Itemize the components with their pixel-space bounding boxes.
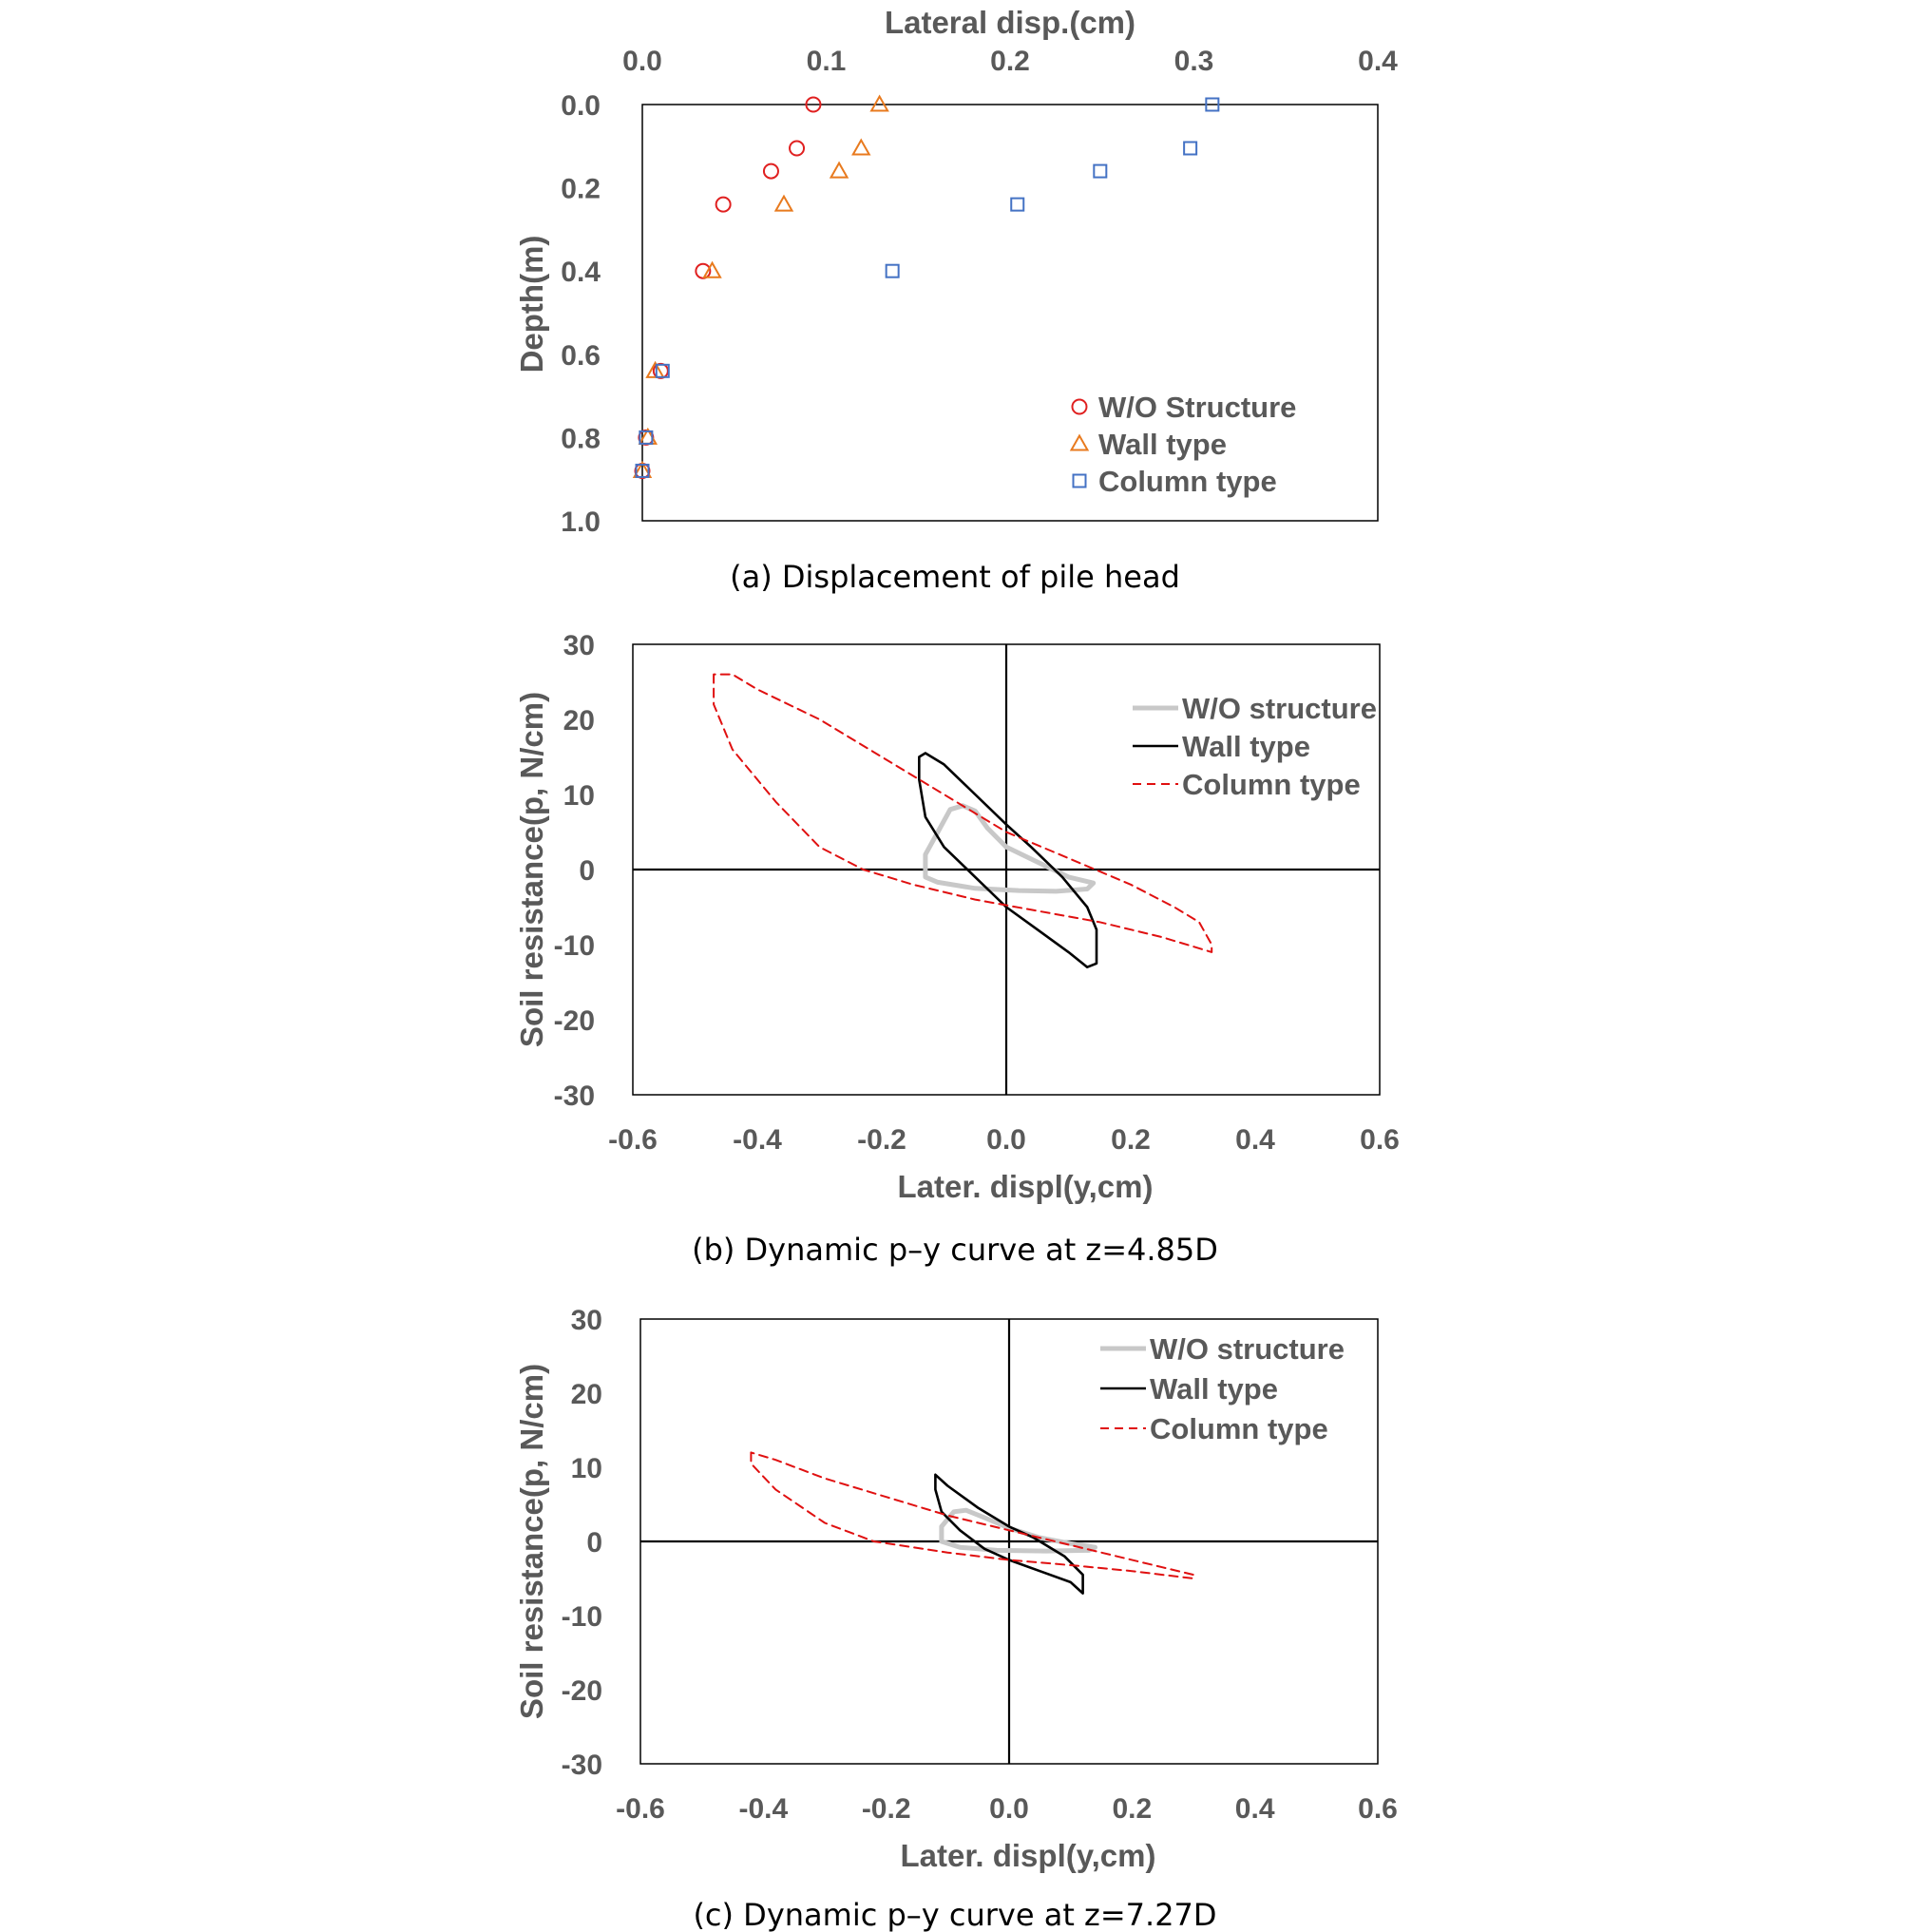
series-curve (939, 1507, 1097, 1554)
legend-label: W/O structure (1150, 1332, 1345, 1366)
data-point (1071, 398, 1088, 415)
x-tick-label: 0.3 (1174, 46, 1214, 77)
y-tick-label: 20 (563, 705, 595, 736)
x-tick-label: -0.6 (608, 1124, 658, 1156)
legend-label: W/O Structure (1098, 391, 1296, 424)
x-tick-label: 0.0 (989, 1793, 1029, 1825)
y-tick-label: 10 (563, 780, 595, 812)
data-point (851, 138, 871, 156)
y-axis-label: Depth(m) (514, 236, 549, 373)
series-circle (634, 96, 822, 479)
x-tick-label: -0.4 (738, 1793, 788, 1825)
x-tick-label: 0.1 (807, 46, 847, 77)
x-tick-label: 0.6 (1358, 1793, 1398, 1825)
y-axis-label: Soil resistance(p, N/cm) (514, 1364, 549, 1719)
legend-label: W/O structure (1182, 692, 1377, 725)
data-point (702, 260, 722, 278)
x-tick-label: 0.0 (622, 46, 662, 77)
series-curve (923, 803, 1097, 894)
y-tick-label: 10 (571, 1453, 602, 1484)
data-point (773, 194, 794, 212)
y-tick-label: 1.0 (561, 507, 601, 538)
y-tick-label: -10 (562, 1601, 602, 1633)
legend-label: Column type (1182, 768, 1361, 801)
x-tick-label: 0.2 (1111, 1124, 1151, 1156)
x-tick-label: 0.2 (990, 46, 1030, 77)
y-tick-label: -10 (554, 930, 595, 962)
data-point (1069, 433, 1090, 451)
data-point (715, 196, 732, 213)
data-point (805, 96, 822, 113)
panel-caption: (c) Dynamic p–y curve at z=7.27D (693, 1897, 1216, 1932)
panel-c-py-curve-chart: -0.6 -0.4 -0.2 0.0 0.2 0.4 0.6 30 20 10 0 -10 -20 -30… (514, 1305, 1398, 1932)
data-point (639, 430, 654, 445)
series-curve (750, 1451, 1194, 1579)
y-tick-label: 30 (571, 1305, 602, 1336)
y-tick-label: 30 (563, 630, 595, 661)
x-tick-label: 0.4 (1358, 46, 1398, 77)
x-tick-label: -0.6 (616, 1793, 665, 1825)
data-point (885, 263, 900, 278)
x-tick-label: 0.4 (1235, 1124, 1275, 1156)
x-tick-label: 0.0 (986, 1124, 1026, 1156)
legend-label: Column type (1098, 465, 1277, 498)
panel-caption: (a) Displacement of pile head (730, 559, 1180, 595)
y-axis-label: Soil resistance(p, N/cm) (514, 692, 549, 1047)
legend-label: Wall type (1098, 428, 1227, 461)
y-tick-label: 20 (571, 1379, 602, 1410)
series-square (635, 97, 1220, 478)
data-point (655, 363, 670, 378)
series-curve (934, 1473, 1084, 1595)
y-tick-label: 0.0 (561, 90, 601, 122)
data-point (1205, 97, 1220, 112)
series-curve (918, 752, 1098, 968)
y-tick-label: -30 (554, 1081, 595, 1112)
x-tick-label: 0.6 (1360, 1124, 1400, 1156)
data-point (645, 360, 665, 378)
series-curve (713, 673, 1213, 953)
data-point (869, 94, 889, 112)
x-axis-label: Later. displ(y,cm) (898, 1169, 1154, 1204)
panel-a-depth-displacement-chart: 0.0 0.1 0.2 0.3 0.4 0.0 0.2 0.4 0.6 0.8 1.0 Lateral… (514, 5, 1398, 595)
y-tick-label: -20 (562, 1675, 602, 1707)
data-point (789, 140, 806, 157)
x-axis-label: Later. displ(y,cm) (901, 1838, 1156, 1873)
y-tick-label: -20 (554, 1005, 595, 1037)
legend-label: Wall type (1182, 730, 1310, 763)
plot-area-frame (641, 104, 1379, 522)
y-tick-label: -30 (562, 1750, 602, 1781)
x-tick-label: -0.2 (857, 1124, 906, 1156)
x-tick-label: 0.2 (1112, 1793, 1152, 1825)
y-tick-label: 0 (586, 1527, 602, 1559)
panel-caption: (b) Dynamic p–y curve at z=4.85D (692, 1232, 1218, 1268)
y-tick-label: 0.2 (561, 174, 601, 205)
data-point (1093, 163, 1108, 179)
data-point (1010, 197, 1025, 212)
legend-label: Wall type (1150, 1372, 1278, 1406)
data-point (829, 161, 849, 179)
data-point (635, 463, 650, 478)
x-tick-label: -0.4 (733, 1124, 782, 1156)
x-tick-label: -0.2 (862, 1793, 911, 1825)
y-tick-label: 0.6 (561, 340, 601, 372)
x-tick-label: 0.4 (1235, 1793, 1275, 1825)
legend-label: Column type (1150, 1412, 1328, 1445)
y-tick-label: 0 (579, 855, 595, 887)
data-point (1183, 141, 1198, 156)
x-axis-label: Lateral disp.(cm) (885, 5, 1135, 40)
y-tick-label: 0.8 (561, 423, 601, 454)
data-point (762, 163, 779, 180)
data-point (1072, 473, 1087, 488)
series-triangle (632, 94, 889, 478)
y-tick-label: 0.4 (561, 257, 601, 288)
panel-b-py-curve-chart: -0.6 -0.4 -0.2 0.0 0.2 0.4 0.6 30 20 10 0 -10 -20 -30… (514, 630, 1400, 1268)
